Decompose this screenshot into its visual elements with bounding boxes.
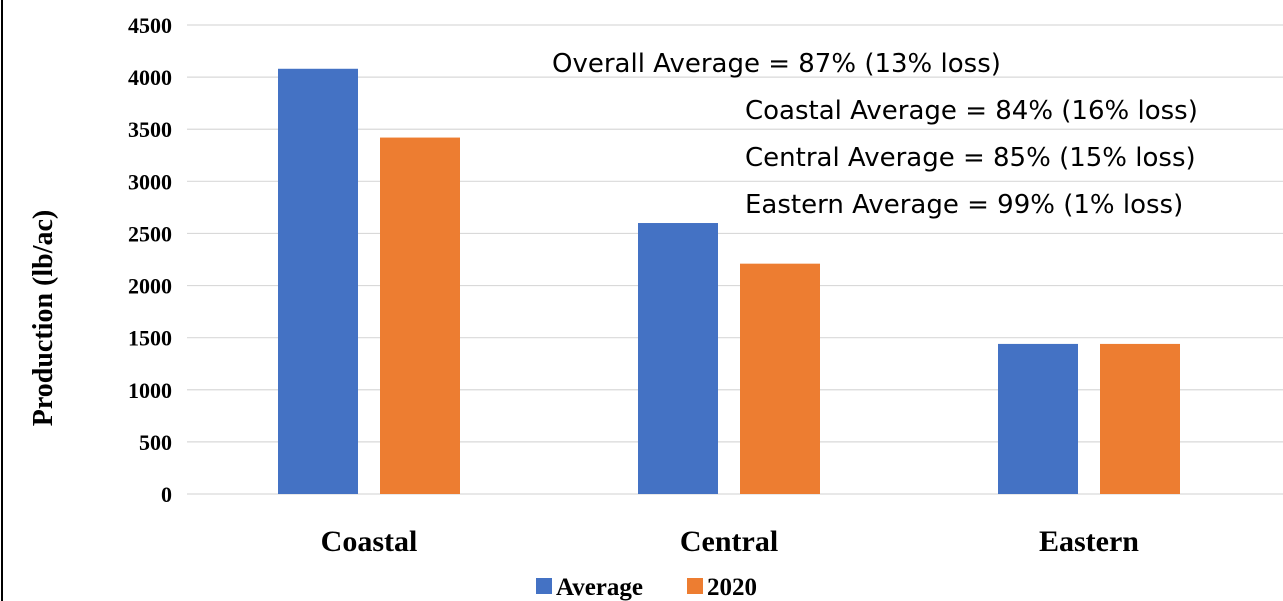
bar-2020-central [740, 263, 820, 494]
bar-2020-eastern [1100, 343, 1180, 494]
y-tick-label: 1000 [128, 378, 172, 403]
y-tick-label: 500 [139, 430, 172, 455]
y-tick-label: 2500 [128, 221, 172, 246]
y-tick-label: 4000 [128, 65, 172, 90]
bar-average-coastal [278, 68, 358, 495]
y-tick-label: 3500 [128, 117, 172, 142]
y-axis-label: Production (lb/ac) [28, 210, 59, 426]
annotation-text: Coastal Average = 84% (16% loss) [745, 96, 1198, 126]
y-tick-label: 0 [161, 482, 172, 507]
annotation-text: Overall Average = 87% (13% loss) [552, 49, 1001, 79]
x-category-label: Eastern [1039, 525, 1139, 558]
annotation-text: Eastern Average = 99% (1% loss) [745, 190, 1183, 220]
annotations: Overall Average = 87% (13% loss) Coastal … [552, 49, 1198, 220]
bar-average-eastern [998, 343, 1078, 494]
y-axis-ticks: 0 500 1000 1500 2000 2500 3000 3500 4000 4500 [128, 13, 172, 507]
bar-average-central [638, 223, 718, 494]
x-axis-categories: Coastal Central Eastern [321, 525, 1140, 558]
legend-label: 2020 [707, 574, 757, 601]
gridlines [187, 24, 1283, 495]
bar-2020-coastal [380, 137, 460, 494]
legend-swatch-2020 [687, 578, 703, 594]
y-tick-label: 2000 [128, 274, 172, 299]
bars [278, 68, 1180, 495]
annotation-text: Central Average = 85% (15% loss) [745, 143, 1196, 173]
y-tick-label: 1500 [128, 326, 172, 351]
x-category-label: Central [680, 525, 778, 558]
y-tick-label: 3000 [128, 169, 172, 194]
legend-swatch-average [536, 578, 552, 594]
legend-label: Average [556, 574, 643, 601]
y-tick-label: 4500 [128, 13, 172, 38]
x-category-label: Coastal [321, 525, 418, 558]
legend: Average 2020 [536, 574, 757, 601]
